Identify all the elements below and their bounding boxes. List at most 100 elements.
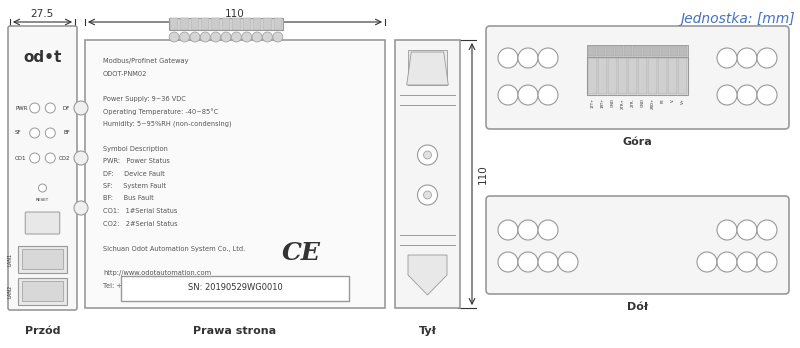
Bar [598, 58, 607, 94]
Text: BF:     Bus Fault: BF: Bus Fault [103, 196, 154, 201]
Bar [678, 58, 687, 94]
Text: CO2:   2#Serial Status: CO2: 2#Serial Status [103, 221, 178, 227]
Circle shape [558, 252, 578, 272]
Text: 1TT+: 1TT+ [590, 98, 594, 108]
Circle shape [538, 85, 558, 105]
Bar [180, 18, 189, 30]
Circle shape [30, 153, 40, 163]
Circle shape [231, 32, 242, 42]
Circle shape [538, 220, 558, 240]
Circle shape [273, 32, 283, 42]
Bar [242, 18, 251, 30]
Circle shape [737, 48, 757, 68]
Circle shape [538, 252, 558, 272]
Circle shape [697, 252, 717, 272]
Text: CO1:   1#Serial Status: CO1: 1#Serial Status [103, 208, 178, 214]
FancyBboxPatch shape [486, 26, 789, 129]
Bar [18, 246, 67, 273]
Circle shape [518, 48, 538, 68]
Bar [263, 18, 272, 30]
Bar [658, 58, 667, 94]
Bar [679, 46, 687, 56]
Circle shape [30, 103, 40, 113]
Bar [18, 278, 67, 305]
Bar [668, 58, 677, 94]
Bar [274, 18, 282, 30]
Circle shape [179, 32, 190, 42]
Text: V+: V+ [681, 98, 685, 104]
Text: Prawa strona: Prawa strona [194, 326, 277, 336]
Circle shape [30, 128, 40, 138]
Bar [190, 18, 199, 30]
Text: Góra: Góra [622, 137, 652, 147]
Circle shape [757, 48, 777, 68]
Text: Dół: Dół [627, 302, 648, 312]
Circle shape [423, 191, 431, 199]
Circle shape [242, 32, 252, 42]
Circle shape [46, 128, 55, 138]
Bar [661, 46, 669, 56]
Bar [395, 40, 460, 308]
FancyBboxPatch shape [26, 212, 60, 234]
Circle shape [418, 145, 438, 165]
Text: PWR:   Power Status: PWR: Power Status [103, 158, 170, 164]
Circle shape [518, 252, 538, 272]
Bar [169, 18, 283, 30]
Bar [597, 46, 605, 56]
Text: Tył: Tył [418, 326, 437, 336]
Bar [588, 58, 597, 94]
Bar [652, 46, 660, 56]
Bar [253, 18, 262, 30]
Bar [638, 58, 647, 94]
Bar [201, 18, 210, 30]
Bar [85, 40, 385, 308]
Bar [408, 50, 447, 85]
Circle shape [200, 32, 210, 42]
Bar [587, 57, 688, 95]
Circle shape [74, 151, 88, 165]
Circle shape [423, 151, 431, 159]
Circle shape [498, 48, 518, 68]
Circle shape [46, 103, 55, 113]
Circle shape [757, 252, 777, 272]
Bar [211, 18, 220, 30]
Circle shape [74, 201, 88, 215]
Text: LAN1: LAN1 [8, 252, 13, 266]
Text: PWR: PWR [15, 105, 27, 111]
Text: Power Supply: 9~36 VDC: Power Supply: 9~36 VDC [103, 95, 186, 102]
Bar [618, 58, 627, 94]
Bar [22, 249, 63, 269]
Circle shape [498, 220, 518, 240]
Text: Modbus/Profinet Gateway: Modbus/Profinet Gateway [103, 58, 189, 64]
Circle shape [757, 85, 777, 105]
Bar [670, 46, 678, 56]
Circle shape [498, 252, 518, 272]
Circle shape [717, 85, 737, 105]
Circle shape [190, 32, 200, 42]
Text: Przód: Przód [25, 326, 60, 336]
Circle shape [737, 85, 757, 105]
Text: 110: 110 [225, 9, 245, 19]
Circle shape [169, 32, 179, 42]
Bar [624, 46, 633, 56]
Text: Humidity: 5~95%RH (non-condensing): Humidity: 5~95%RH (non-condensing) [103, 120, 232, 127]
Text: 110: 110 [478, 164, 488, 184]
Circle shape [221, 32, 231, 42]
Text: Symbol Description: Symbol Description [103, 145, 168, 151]
FancyBboxPatch shape [486, 196, 789, 294]
FancyBboxPatch shape [8, 26, 77, 310]
Text: BF: BF [63, 130, 70, 135]
Bar [634, 46, 642, 56]
Circle shape [538, 48, 558, 68]
Bar [606, 46, 614, 56]
Bar [588, 46, 596, 56]
Text: Sichuan Odot Automation System Co., Ltd.: Sichuan Odot Automation System Co., Ltd. [103, 245, 246, 252]
Bar [587, 45, 688, 57]
Text: 1RT+: 1RT+ [600, 98, 604, 109]
Text: SF: SF [15, 130, 22, 135]
Polygon shape [406, 52, 448, 85]
Text: GND: GND [641, 98, 645, 107]
Text: od•t: od•t [23, 50, 62, 65]
Circle shape [262, 32, 273, 42]
Polygon shape [408, 255, 447, 295]
